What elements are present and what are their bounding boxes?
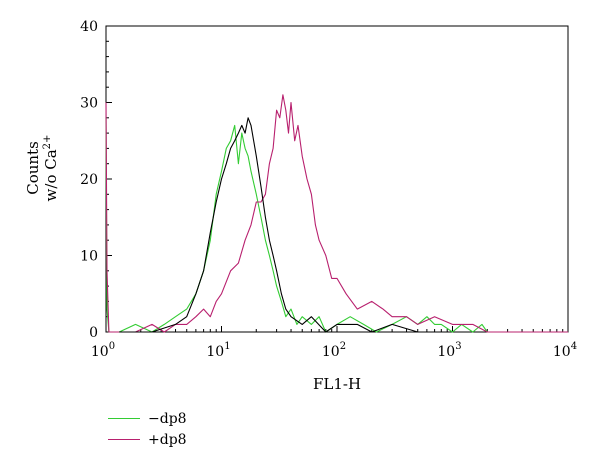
y-tick-label: 0 <box>89 325 98 341</box>
x-tick-label: 104 <box>553 341 577 360</box>
y-tick-label: 20 <box>80 172 98 188</box>
x-tick-label: 100 <box>91 341 115 360</box>
x-tick-exponent: 1 <box>224 341 230 352</box>
series-line-0 <box>105 117 488 333</box>
x-tick-base: 10 <box>553 344 571 360</box>
x-tick-base: 10 <box>91 344 109 360</box>
x-tick-label: 102 <box>322 341 346 360</box>
plot-frame <box>105 25 569 333</box>
y-axis-label-counts: Counts <box>24 141 42 195</box>
y-tick-label: 30 <box>80 96 98 112</box>
x-tick-base: 10 <box>437 344 455 360</box>
x-axis-ticks: 100 101 102 103 104 <box>91 326 577 360</box>
legend-label-plus-dp8: +dp8 <box>148 431 187 448</box>
legend-label-minus-dp8: −dp8 <box>148 410 187 427</box>
series-line-1 <box>105 94 568 333</box>
legend-item-plus-dp8: +dp8 <box>108 429 187 450</box>
x-tick-label: 101 <box>206 341 230 360</box>
y-axis-label-condition: w/o Ca2+ <box>42 135 60 202</box>
y-tick-label: 40 <box>80 19 98 35</box>
x-tick-exponent: 0 <box>109 341 115 352</box>
series-line-2 <box>119 117 418 333</box>
x-tick-exponent: 2 <box>340 341 346 352</box>
y-axis-label-main: w/o Ca <box>42 149 60 201</box>
x-tick-exponent: 4 <box>571 341 577 352</box>
legend-swatch-plus-dp8 <box>108 439 140 440</box>
x-tick-label: 103 <box>437 341 461 360</box>
legend: −dp8 +dp8 <box>108 408 187 450</box>
y-axis-label-sup: 2+ <box>42 135 53 150</box>
legend-swatch-minus-dp8 <box>108 418 140 419</box>
x-axis-label: FL1-H <box>313 375 361 393</box>
legend-item-minus-dp8: −dp8 <box>108 408 187 429</box>
y-tick-label: 10 <box>80 249 98 265</box>
x-tick-base: 10 <box>322 344 340 360</box>
y-axis-ticks: 0 10 20 30 40 <box>80 19 112 341</box>
x-tick-base: 10 <box>206 344 224 360</box>
x-tick-exponent: 3 <box>455 341 461 352</box>
series-layer <box>105 94 568 333</box>
